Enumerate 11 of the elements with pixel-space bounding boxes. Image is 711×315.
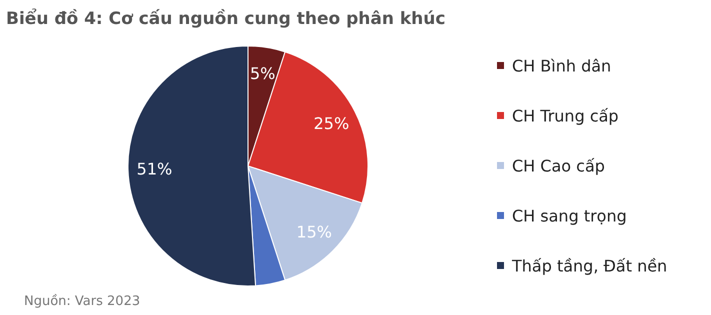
chart-title: Biểu đồ 4: Cơ cấu nguồn cung theo phân khúc: [6, 8, 446, 29]
legend-label: CH Trung cấp: [512, 106, 619, 126]
legend-label: CH sang trọng: [512, 206, 627, 226]
data-label: 51%: [136, 159, 172, 178]
legend-label: CH Bình dân: [512, 56, 612, 76]
data-label: 15%: [296, 222, 332, 242]
text: Nguồn: Vars 2023: [24, 293, 140, 309]
data-label: 25%: [314, 114, 350, 134]
data-label: 5%: [250, 64, 276, 84]
legend-label: CH Cao cấp: [512, 156, 605, 176]
legend-label: Thấp tầng, Đất nền: [511, 256, 668, 276]
